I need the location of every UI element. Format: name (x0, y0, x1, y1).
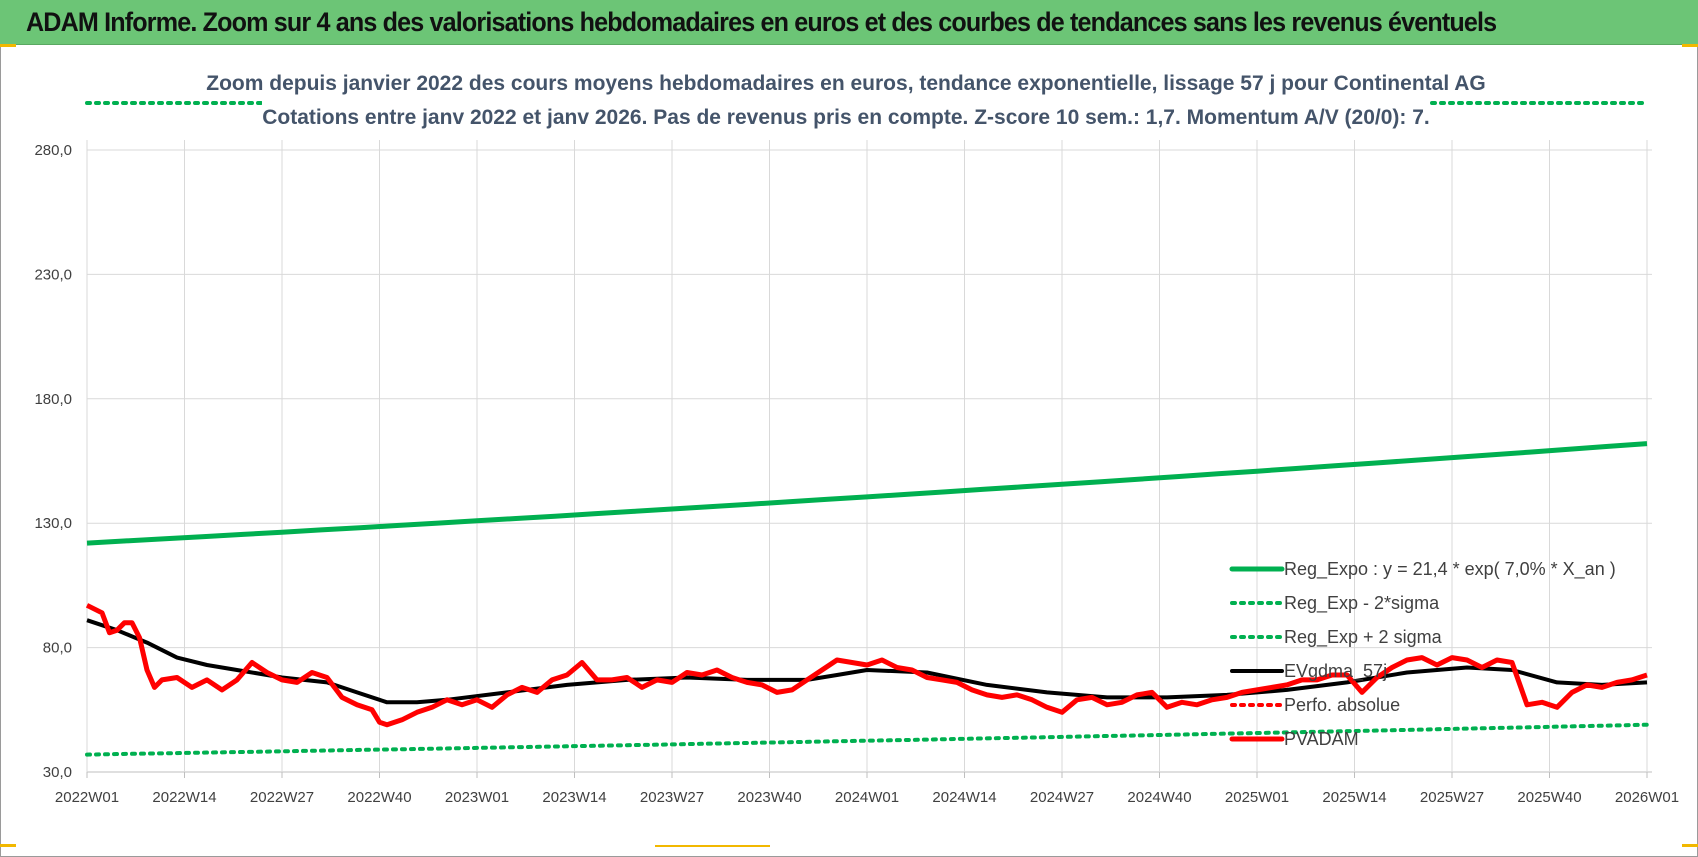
x-tick-label: 2025W40 (1517, 789, 1581, 806)
legend-label: Reg_Exp + 2 sigma (1284, 627, 1443, 648)
corner-accent-top-left (0, 44, 16, 47)
x-tick-label: 2022W27 (250, 789, 314, 806)
x-tick-label: 2023W01 (445, 789, 509, 806)
legend-label: Reg_Exp - 2*sigma (1284, 593, 1440, 614)
corner-accent-bottom-left (0, 844, 16, 847)
x-tick-label: 2022W14 (152, 789, 216, 806)
x-tick-label: 2025W27 (1420, 789, 1484, 806)
y-axis: 30,0 80,0 130,0 180,0 230,0 280,0 (34, 142, 72, 781)
x-tick-label: 2024W01 (835, 789, 899, 806)
chart-title-line-1: Zoom depuis janvier 2022 des cours moyen… (206, 72, 1485, 95)
x-tick-label: 2023W40 (737, 789, 801, 806)
series-pvadam (85, 603, 1648, 728)
chart-title-line-2: Cotations entre janv 2022 et janv 2026. … (262, 106, 1430, 129)
x-tick-label: 2025W01 (1225, 789, 1289, 806)
corner-accent-top-right (1682, 44, 1698, 47)
bottom-center-accent (655, 845, 770, 847)
page-title: ADAM Informe. Zoom sur 4 ans des valoris… (26, 7, 1497, 37)
corner-accent-bottom-right (1682, 844, 1698, 847)
legend: Reg_Expo : y = 21,4 * exp( 7,0% * X_an )… (1229, 559, 1616, 749)
x-axis: 2022W01 2022W14 2022W27 2022W40 2023W01 2023W… (55, 789, 1679, 806)
legend-label: EVgdma_57j (1284, 661, 1387, 682)
x-tick-label: 2022W01 (55, 789, 119, 806)
y-tick-label: 30,0 (43, 764, 72, 781)
x-tick-label: 2024W14 (932, 789, 996, 806)
legend-label: PVADAM (1284, 729, 1359, 749)
x-tick-label: 2023W14 (542, 789, 606, 806)
series (85, 101, 1649, 757)
x-tick-label: 2025W14 (1322, 789, 1386, 806)
x-tick-label: 2023W27 (640, 789, 704, 806)
legend-label: Perfo. absolue (1284, 695, 1400, 715)
x-tick-label: 2026W01 (1615, 789, 1679, 806)
y-tick-label: 80,0 (43, 640, 72, 657)
title-background (262, 62, 1430, 138)
y-tick-label: 180,0 (34, 391, 72, 408)
header-bar: ADAM Informe. Zoom sur 4 ans des valoris… (0, 0, 1698, 45)
y-tick-label: 230,0 (34, 266, 72, 283)
x-tick-label: 2022W40 (347, 789, 411, 806)
y-tick-label: 280,0 (34, 142, 72, 159)
y-tick-label: 130,0 (34, 515, 72, 532)
legend-label: Reg_Expo : y = 21,4 * exp( 7,0% * X_an ) (1284, 559, 1616, 580)
x-tick-label: 2024W27 (1030, 789, 1094, 806)
x-tick-label: 2024W40 (1127, 789, 1191, 806)
series-reg-expo (86, 441, 1648, 546)
series-reg-exp-minus-2sigma (85, 722, 1649, 757)
